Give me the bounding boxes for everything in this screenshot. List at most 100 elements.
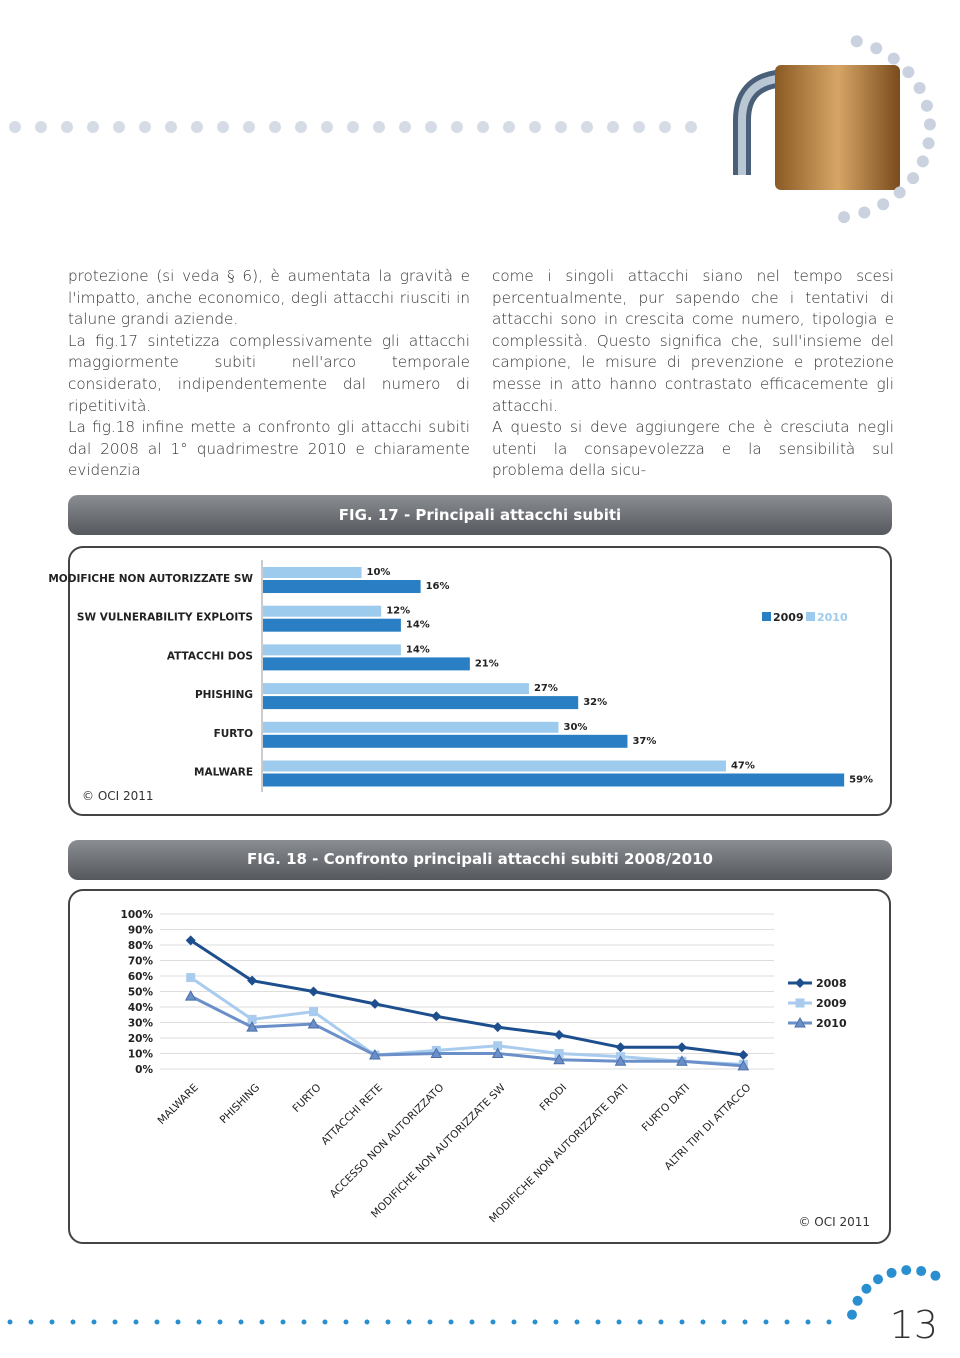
decor-dot: [616, 1319, 622, 1325]
y-tick-label: 50%: [128, 987, 154, 999]
decor-dot: [858, 206, 871, 219]
y-tick-label: 20%: [128, 1033, 154, 1045]
marker: [615, 1042, 626, 1053]
decor-dot: [532, 1319, 538, 1325]
marker: [554, 1049, 564, 1058]
marker: [493, 1041, 503, 1051]
decor-dot: [870, 42, 883, 55]
decor-dot: [907, 172, 920, 185]
decor-dot: [28, 1319, 34, 1325]
legend-label: 2009: [816, 997, 847, 1010]
value-label: 27%: [534, 683, 558, 694]
decor-dot: [243, 121, 255, 133]
decor-dot: [399, 121, 411, 133]
decor-dot: [191, 121, 203, 133]
decor-dot: [165, 121, 177, 133]
marker: [492, 1022, 503, 1033]
marker: [738, 1050, 749, 1061]
decor-dot: [913, 82, 926, 95]
decor-dot: [721, 1319, 727, 1325]
decor-dot: [301, 1319, 307, 1325]
decor-dot: [679, 1319, 685, 1325]
decor-dot: [87, 121, 99, 133]
marker: [676, 1042, 687, 1053]
decor-dot: [139, 121, 151, 133]
fig18-box: [68, 889, 891, 1244]
decor-dot: [113, 121, 125, 133]
decor-dot: [846, 1309, 857, 1320]
value-label: 14%: [406, 620, 430, 631]
decor-dot: [861, 1283, 872, 1294]
decor-dot: [805, 1319, 811, 1325]
decor-dot: [469, 1319, 475, 1325]
decor-dot: [529, 121, 541, 133]
marker: [247, 1014, 257, 1024]
decor-dot: [503, 121, 515, 133]
decor-dot: [511, 1319, 517, 1325]
paragraph: A questo si deve aggiungere che è cresci…: [492, 418, 894, 480]
decor-dot: [406, 1319, 412, 1325]
value-label: 12%: [386, 606, 410, 617]
decor-dot: [7, 1319, 13, 1325]
line: [189, 939, 744, 1057]
paragraph: protezione (si veda § 6), è aumentata la…: [68, 267, 470, 329]
page-number: 13: [890, 1303, 938, 1347]
decor-dot: [916, 1266, 927, 1277]
bar: [263, 721, 559, 733]
fig18-banner: [68, 840, 892, 880]
marker: [794, 1016, 806, 1028]
decor-dot: [902, 66, 915, 79]
decor-dot: [373, 121, 385, 133]
value-label: 37%: [632, 736, 656, 747]
marker: [431, 1011, 442, 1022]
bar: [263, 760, 726, 772]
value-label: 30%: [564, 722, 588, 733]
legend-label: 2008: [816, 977, 847, 990]
decor-dot: [280, 1319, 286, 1325]
decor-dot: [633, 121, 645, 133]
paragraph: come i singoli attacchi siano nel tempo …: [492, 267, 894, 415]
decor-dot: [886, 1267, 897, 1278]
decor-dot: [553, 1319, 559, 1325]
marker: [185, 935, 196, 946]
category-label: MALWARE: [194, 767, 253, 779]
text-column: come i singoli attacchi siano nel tempo …: [492, 266, 894, 482]
category-label: PHISHING: [195, 689, 253, 701]
marker: [246, 1021, 258, 1032]
marker: [430, 1047, 443, 1058]
decor-dot: [238, 1319, 244, 1325]
y-tick-label: 80%: [128, 940, 154, 952]
marker: [795, 978, 805, 988]
decor-dot: [637, 1319, 643, 1325]
decor-dot: [196, 1319, 202, 1325]
decor-dot: [70, 1319, 76, 1325]
padlock: [733, 65, 900, 190]
decor-dot: [784, 1319, 790, 1325]
decor-dot: [343, 1319, 349, 1325]
legend-swatch: [762, 612, 771, 621]
marker: [247, 975, 258, 986]
decor-dot: [321, 121, 333, 133]
decor-dot: [477, 121, 489, 133]
fig18-title: FIG. 18 - Confronto principali attacchi …: [247, 850, 713, 868]
legend-label: 2010: [816, 1017, 847, 1030]
legend-label: 2009: [773, 611, 804, 624]
bar: [263, 773, 845, 787]
decor-dot: [930, 1270, 941, 1281]
fig17-banner: [68, 495, 892, 535]
decor-dot: [893, 186, 906, 199]
decor-dot: [852, 1295, 863, 1306]
decor-dot: [217, 1319, 223, 1325]
decor-dot: [269, 121, 281, 133]
decor-dot: [873, 1274, 884, 1285]
legend-label: 2010: [817, 611, 848, 624]
marker: [554, 1029, 565, 1040]
decor-dot: [9, 121, 21, 133]
decor-dot: [217, 121, 229, 133]
category-label: ATTACCHI DOS: [167, 650, 253, 662]
decor-dot: [763, 1319, 769, 1325]
text-column: protezione (si veda § 6), è aumentata la…: [68, 266, 470, 482]
y-tick-label: 40%: [128, 1002, 154, 1014]
